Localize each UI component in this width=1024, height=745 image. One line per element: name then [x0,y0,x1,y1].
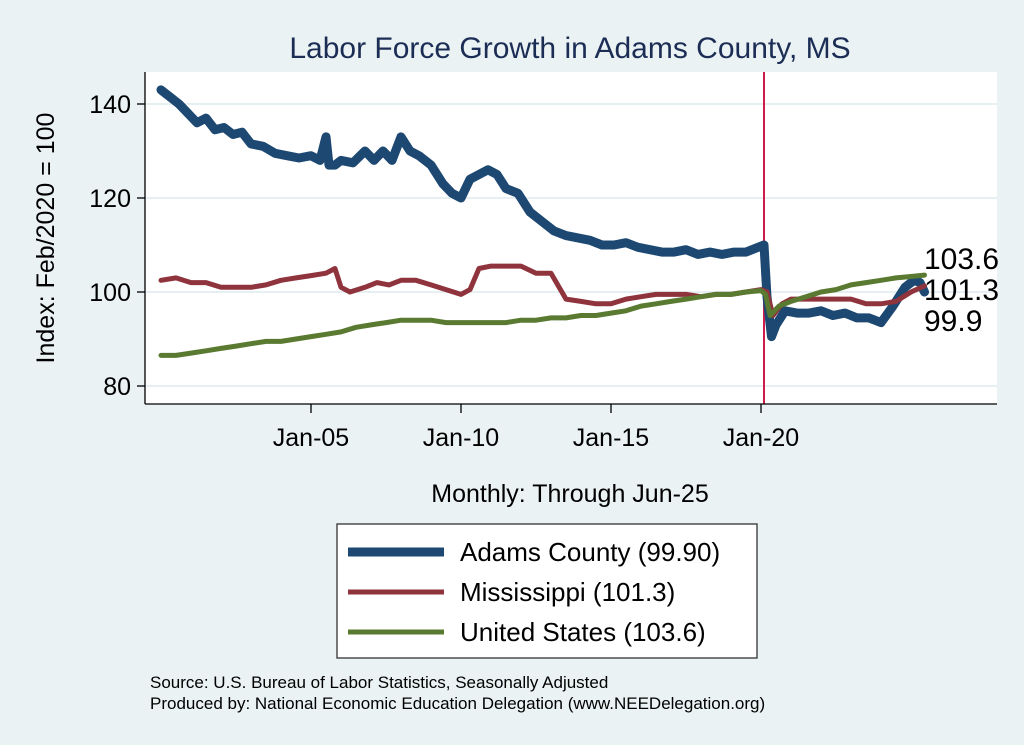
y-tick-label: 100 [89,279,131,307]
producer-note: Produced by: National Economic Education… [150,694,765,713]
series-line-adams-county [156,85,929,342]
source-note: Source: U.S. Bureau of Labor Statistics,… [150,673,608,692]
y-tick-label: 80 [103,373,131,401]
series-line-united-states [158,272,927,358]
x-axis-label: Monthly: Through Jun-25 [431,480,708,508]
x-tick-label: Jan-20 [723,424,799,452]
y-tick-label: 120 [89,185,131,213]
y-tick-label: 140 [89,91,131,119]
x-axis: Jan-05 Jan-10 Jan-15 Jan-20 [273,404,799,452]
y-axis: 80 100 120 140 [89,91,145,401]
chart-title: Labor Force Growth in Adams County, MS [289,32,850,65]
legend-label: Adams County (99.90) [460,537,720,567]
series-lines [156,85,929,358]
legend-label: United States (103.6) [460,617,706,647]
end-label: 99.9 [924,305,982,338]
x-tick-label: Jan-05 [273,424,349,452]
x-tick-label: Jan-15 [573,424,649,452]
y-axis-label: Index: Feb/2020 = 100 [32,113,60,364]
legend: Adams County (99.90) Mississippi (101.3) U… [336,523,758,659]
end-label: 103.6 [924,243,999,276]
gridlines [146,103,997,387]
x-tick-label: Jan-10 [423,424,499,452]
legend-label: Mississippi (101.3) [460,577,675,607]
end-label: 101.3 [924,274,999,307]
